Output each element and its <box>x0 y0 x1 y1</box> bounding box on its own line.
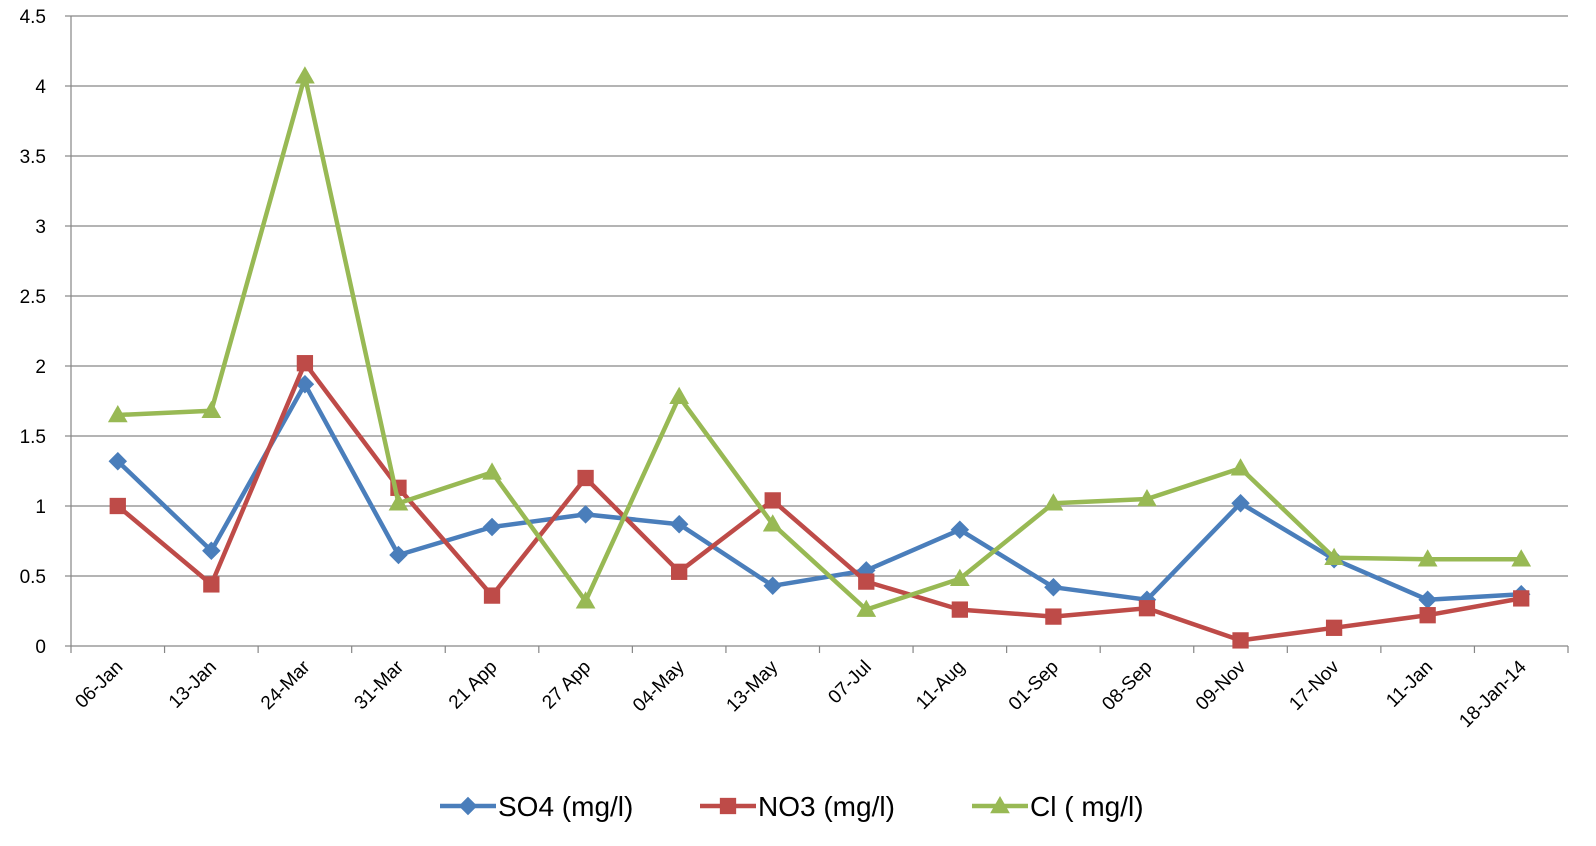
x-tick-label: 06-Jan <box>71 657 127 713</box>
data-point <box>1043 493 1064 511</box>
data-point <box>1138 600 1156 617</box>
series-so4 <box>108 374 1531 610</box>
data-point <box>109 497 126 515</box>
x-tick-label: 24-Mar <box>257 656 315 714</box>
data-point <box>482 462 502 480</box>
data-point <box>107 404 128 423</box>
data-point <box>764 492 781 509</box>
data-point <box>951 601 968 618</box>
data-point <box>295 66 315 84</box>
x-tick-label: 13-Jan <box>165 657 221 713</box>
data-point <box>671 563 688 580</box>
data-point <box>950 520 970 540</box>
legend-marker <box>719 797 737 815</box>
y-axis-tick-labels: 0 0.5 1 1.5 2 2.5 3 3.5 4 4.5 <box>20 7 47 658</box>
axes <box>65 15 1569 653</box>
data-point <box>1137 488 1157 507</box>
legend-marker <box>458 796 478 816</box>
y-tick-label: 2.5 <box>20 287 46 308</box>
data-point <box>1511 549 1532 567</box>
data-point <box>1418 590 1437 610</box>
x-axis-tick-labels: 06-Jan 13-Jan 24-Mar 31-Mar 21 App 27 App 04-M… <box>71 656 1531 732</box>
series-line <box>116 381 1522 603</box>
x-tick-label: 07-Jul <box>824 657 875 708</box>
data-point <box>669 514 689 534</box>
data-point <box>1325 619 1343 636</box>
data-point <box>762 514 783 532</box>
y-tick-label: 1.5 <box>20 427 46 448</box>
data-point <box>763 576 782 596</box>
legend-label: SO4 (mg/l) <box>498 791 633 822</box>
data-point <box>1513 590 1530 607</box>
data-point <box>858 573 875 590</box>
x-tick-label: 17-Nov <box>1285 656 1344 715</box>
x-tick-label: 13-May <box>723 656 783 716</box>
legend-label: NO3 (mg/l) <box>758 791 895 822</box>
data-point <box>108 451 128 471</box>
x-tick-label: 18-Jan-14 <box>1455 656 1531 732</box>
legend-entry: NO3 (mg/l) <box>700 791 895 822</box>
legend-entry: Cl ( mg/l) <box>972 791 1144 822</box>
data-point <box>1231 493 1250 513</box>
data-point <box>1044 577 1063 597</box>
x-tick-label: 09-Nov <box>1192 656 1251 715</box>
data-point <box>203 576 220 593</box>
data-point <box>856 599 877 617</box>
data-point <box>577 469 594 487</box>
data-point <box>296 355 314 372</box>
series-no3 <box>109 355 1530 649</box>
y-tick-label: 4.5 <box>20 7 46 28</box>
legend-entry: SO4 (mg/l) <box>440 791 633 822</box>
y-tick-label: 0 <box>35 637 46 658</box>
y-tick-label: 0.5 <box>20 567 46 588</box>
data-point <box>575 591 596 609</box>
data-point <box>201 400 222 419</box>
legend: SO4 (mg/l) NO3 (mg/l) Cl ( mg/l) <box>440 791 1144 822</box>
data-point <box>1230 458 1251 476</box>
data-point <box>1232 632 1249 649</box>
data-point <box>1045 608 1062 625</box>
x-tick-label: 21 App <box>445 657 502 714</box>
x-tick-label: 08-Sep <box>1098 657 1156 715</box>
y-tick-label: 2 <box>35 357 46 378</box>
data-point <box>576 505 595 524</box>
legend-label: Cl ( mg/l) <box>1030 791 1144 822</box>
data-point <box>483 587 501 604</box>
data-point <box>482 517 502 537</box>
y-tick-label: 3 <box>35 217 46 238</box>
data-point <box>1324 547 1344 566</box>
x-tick-label: 27 App <box>538 657 595 714</box>
series-line <box>116 360 1522 643</box>
x-tick-label: 11-Jan <box>1382 657 1437 712</box>
data-point <box>669 386 690 405</box>
series-cl <box>107 66 1532 617</box>
x-tick-label: 01-Sep <box>1005 657 1063 715</box>
x-tick-label: 11-Aug <box>912 657 969 714</box>
y-tick-label: 1 <box>35 497 46 518</box>
data-point <box>202 541 221 561</box>
data-point <box>1419 607 1436 624</box>
data-point <box>1417 549 1438 567</box>
gridlines <box>71 15 1568 577</box>
legend-marker <box>990 795 1010 814</box>
data-point <box>388 493 409 511</box>
data-series <box>107 66 1532 649</box>
series-line <box>117 73 1522 612</box>
x-tick-label: 31-Mar <box>351 656 409 714</box>
data-point <box>389 545 408 565</box>
y-tick-label: 3.5 <box>20 147 46 168</box>
y-tick-label: 4 <box>35 77 46 98</box>
x-tick-label: 04-May <box>629 656 689 716</box>
data-point <box>949 568 970 587</box>
